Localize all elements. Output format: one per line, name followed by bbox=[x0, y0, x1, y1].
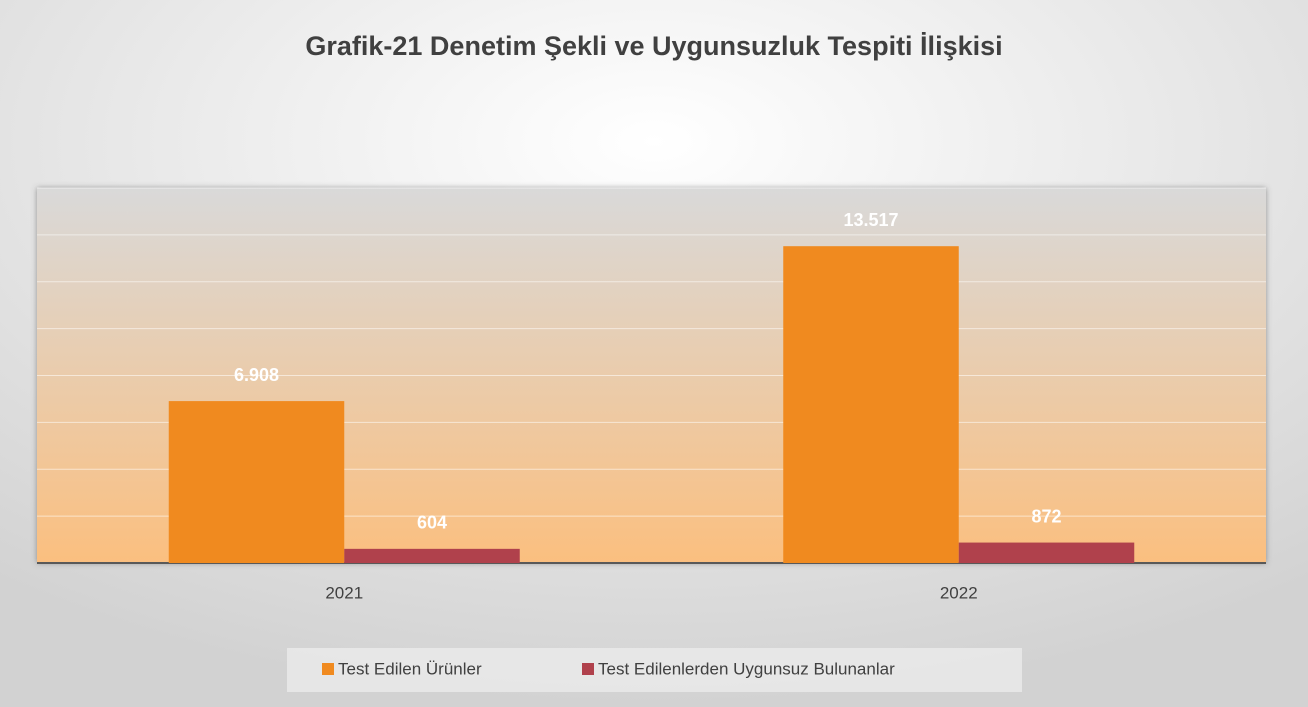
x-tick-label: 2021 bbox=[325, 583, 363, 602]
bar bbox=[958, 542, 1135, 563]
data-label: 6.908 bbox=[234, 365, 279, 385]
data-label: 604 bbox=[417, 513, 447, 533]
data-label: 872 bbox=[1031, 506, 1061, 526]
legend-swatch bbox=[582, 663, 594, 675]
bar bbox=[783, 246, 959, 563]
x-tick-label: 2022 bbox=[940, 583, 978, 602]
legend-swatch bbox=[322, 663, 334, 675]
bar bbox=[344, 548, 520, 563]
bar bbox=[168, 401, 345, 563]
data-label: 13.517 bbox=[843, 210, 898, 230]
legend-box bbox=[287, 648, 1022, 692]
chart-title: Grafik-21 Denetim Şekli ve Uygunsuzluk T… bbox=[305, 31, 1002, 61]
legend-label: Test Edilen Ürünler bbox=[338, 659, 482, 678]
legend-label: Test Edilenlerden Uygunsuz Bulunanlar bbox=[598, 659, 895, 678]
